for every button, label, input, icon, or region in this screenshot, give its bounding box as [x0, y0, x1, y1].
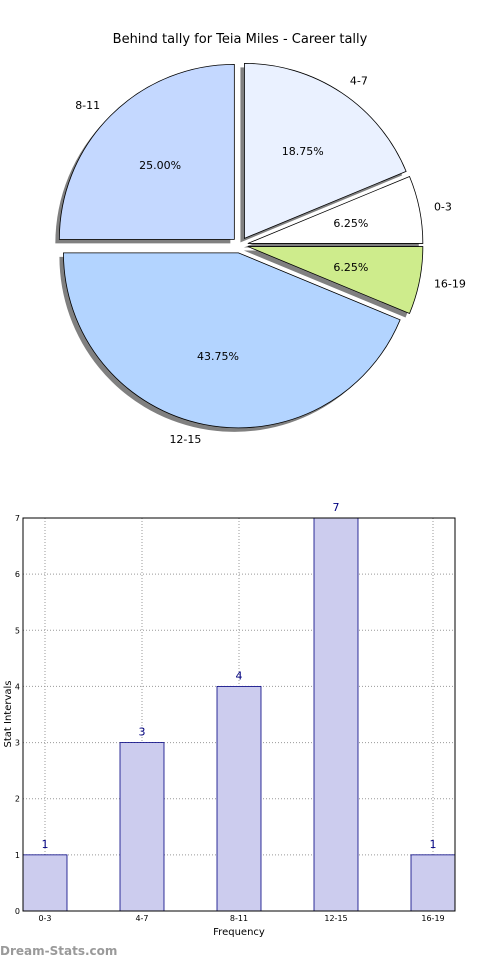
pie-slice-8-11 [58, 63, 235, 240]
y-tick-label: 6 [15, 570, 20, 579]
pie-title: Behind tally for Teia Miles - Career tal… [113, 32, 368, 47]
bar-value-label: 1 [42, 838, 49, 851]
y-axis-label: Stat Intervals [3, 680, 14, 747]
bar-chart: 1 3 4 7 1 0 1 2 3 4 5 6 7 0-3 4-7 8-11 12-15 16-19 Frequ… [3, 501, 456, 938]
bar-8-11 [216, 686, 262, 912]
watermark: Dream-Stats.com [0, 944, 117, 958]
pie-category-label: 8-11 [75, 99, 100, 112]
pie-category-label: 0-3 [434, 200, 452, 213]
pie-pct-label: 6.25% [333, 217, 368, 230]
pie-category-label: 16-19 [434, 278, 466, 291]
pie-slice-4-7 [244, 62, 407, 239]
y-tick-label: 2 [15, 795, 20, 804]
y-tick-label: 3 [15, 739, 20, 748]
bar-bars: 1 3 4 7 1 [22, 501, 456, 912]
bar-value-label: 7 [333, 501, 340, 514]
pie-slice-16-19 [247, 246, 424, 315]
pie-pct-label: 18.75% [282, 145, 324, 158]
pie-pct-label: 43.75% [197, 350, 239, 363]
y-tick-label: 0 [15, 907, 20, 916]
x-tick-label: 4-7 [135, 914, 148, 923]
pie-slices [58, 62, 424, 429]
x-tick-label: 8-11 [230, 914, 248, 923]
pie-pct-label: 25.00% [139, 159, 181, 172]
y-tick-label: 4 [15, 682, 20, 691]
bar-value-label: 3 [139, 726, 146, 739]
bar-16-19 [410, 854, 456, 912]
bar-4-7 [119, 742, 165, 912]
x-tick-label: 12-15 [324, 914, 347, 923]
pie-slice-12-15 [63, 252, 401, 429]
bar-value-label: 1 [430, 838, 437, 851]
bar-ticks: 0 1 2 3 4 5 6 7 0-3 4-7 8-11 12-15 16-19 [15, 514, 445, 923]
y-tick-label: 1 [15, 851, 20, 860]
pie-slice-0-3 [247, 175, 424, 244]
bar-0-3 [22, 854, 68, 912]
pie-pct-label: 6.25% [333, 261, 368, 274]
bar-12-15 [313, 517, 359, 912]
pie-category-label: 4-7 [350, 75, 368, 88]
bar-value-label: 4 [236, 669, 243, 682]
pie-category-label: 12-15 [169, 433, 201, 446]
plot-frame [22, 517, 456, 912]
y-tick-label: 7 [15, 514, 20, 523]
y-tick-label: 5 [15, 626, 20, 635]
pie-chart: Behind tally for Teia Miles - Career tal… [55, 32, 466, 446]
x-axis-label: Frequency [213, 927, 265, 938]
x-tick-label: 16-19 [421, 914, 444, 923]
x-tick-label: 0-3 [38, 914, 51, 923]
pie-labels: 6.25% 0-3 18.75% 4-7 25.00% 8-11 43.75% 12-15 6.… [75, 75, 466, 446]
